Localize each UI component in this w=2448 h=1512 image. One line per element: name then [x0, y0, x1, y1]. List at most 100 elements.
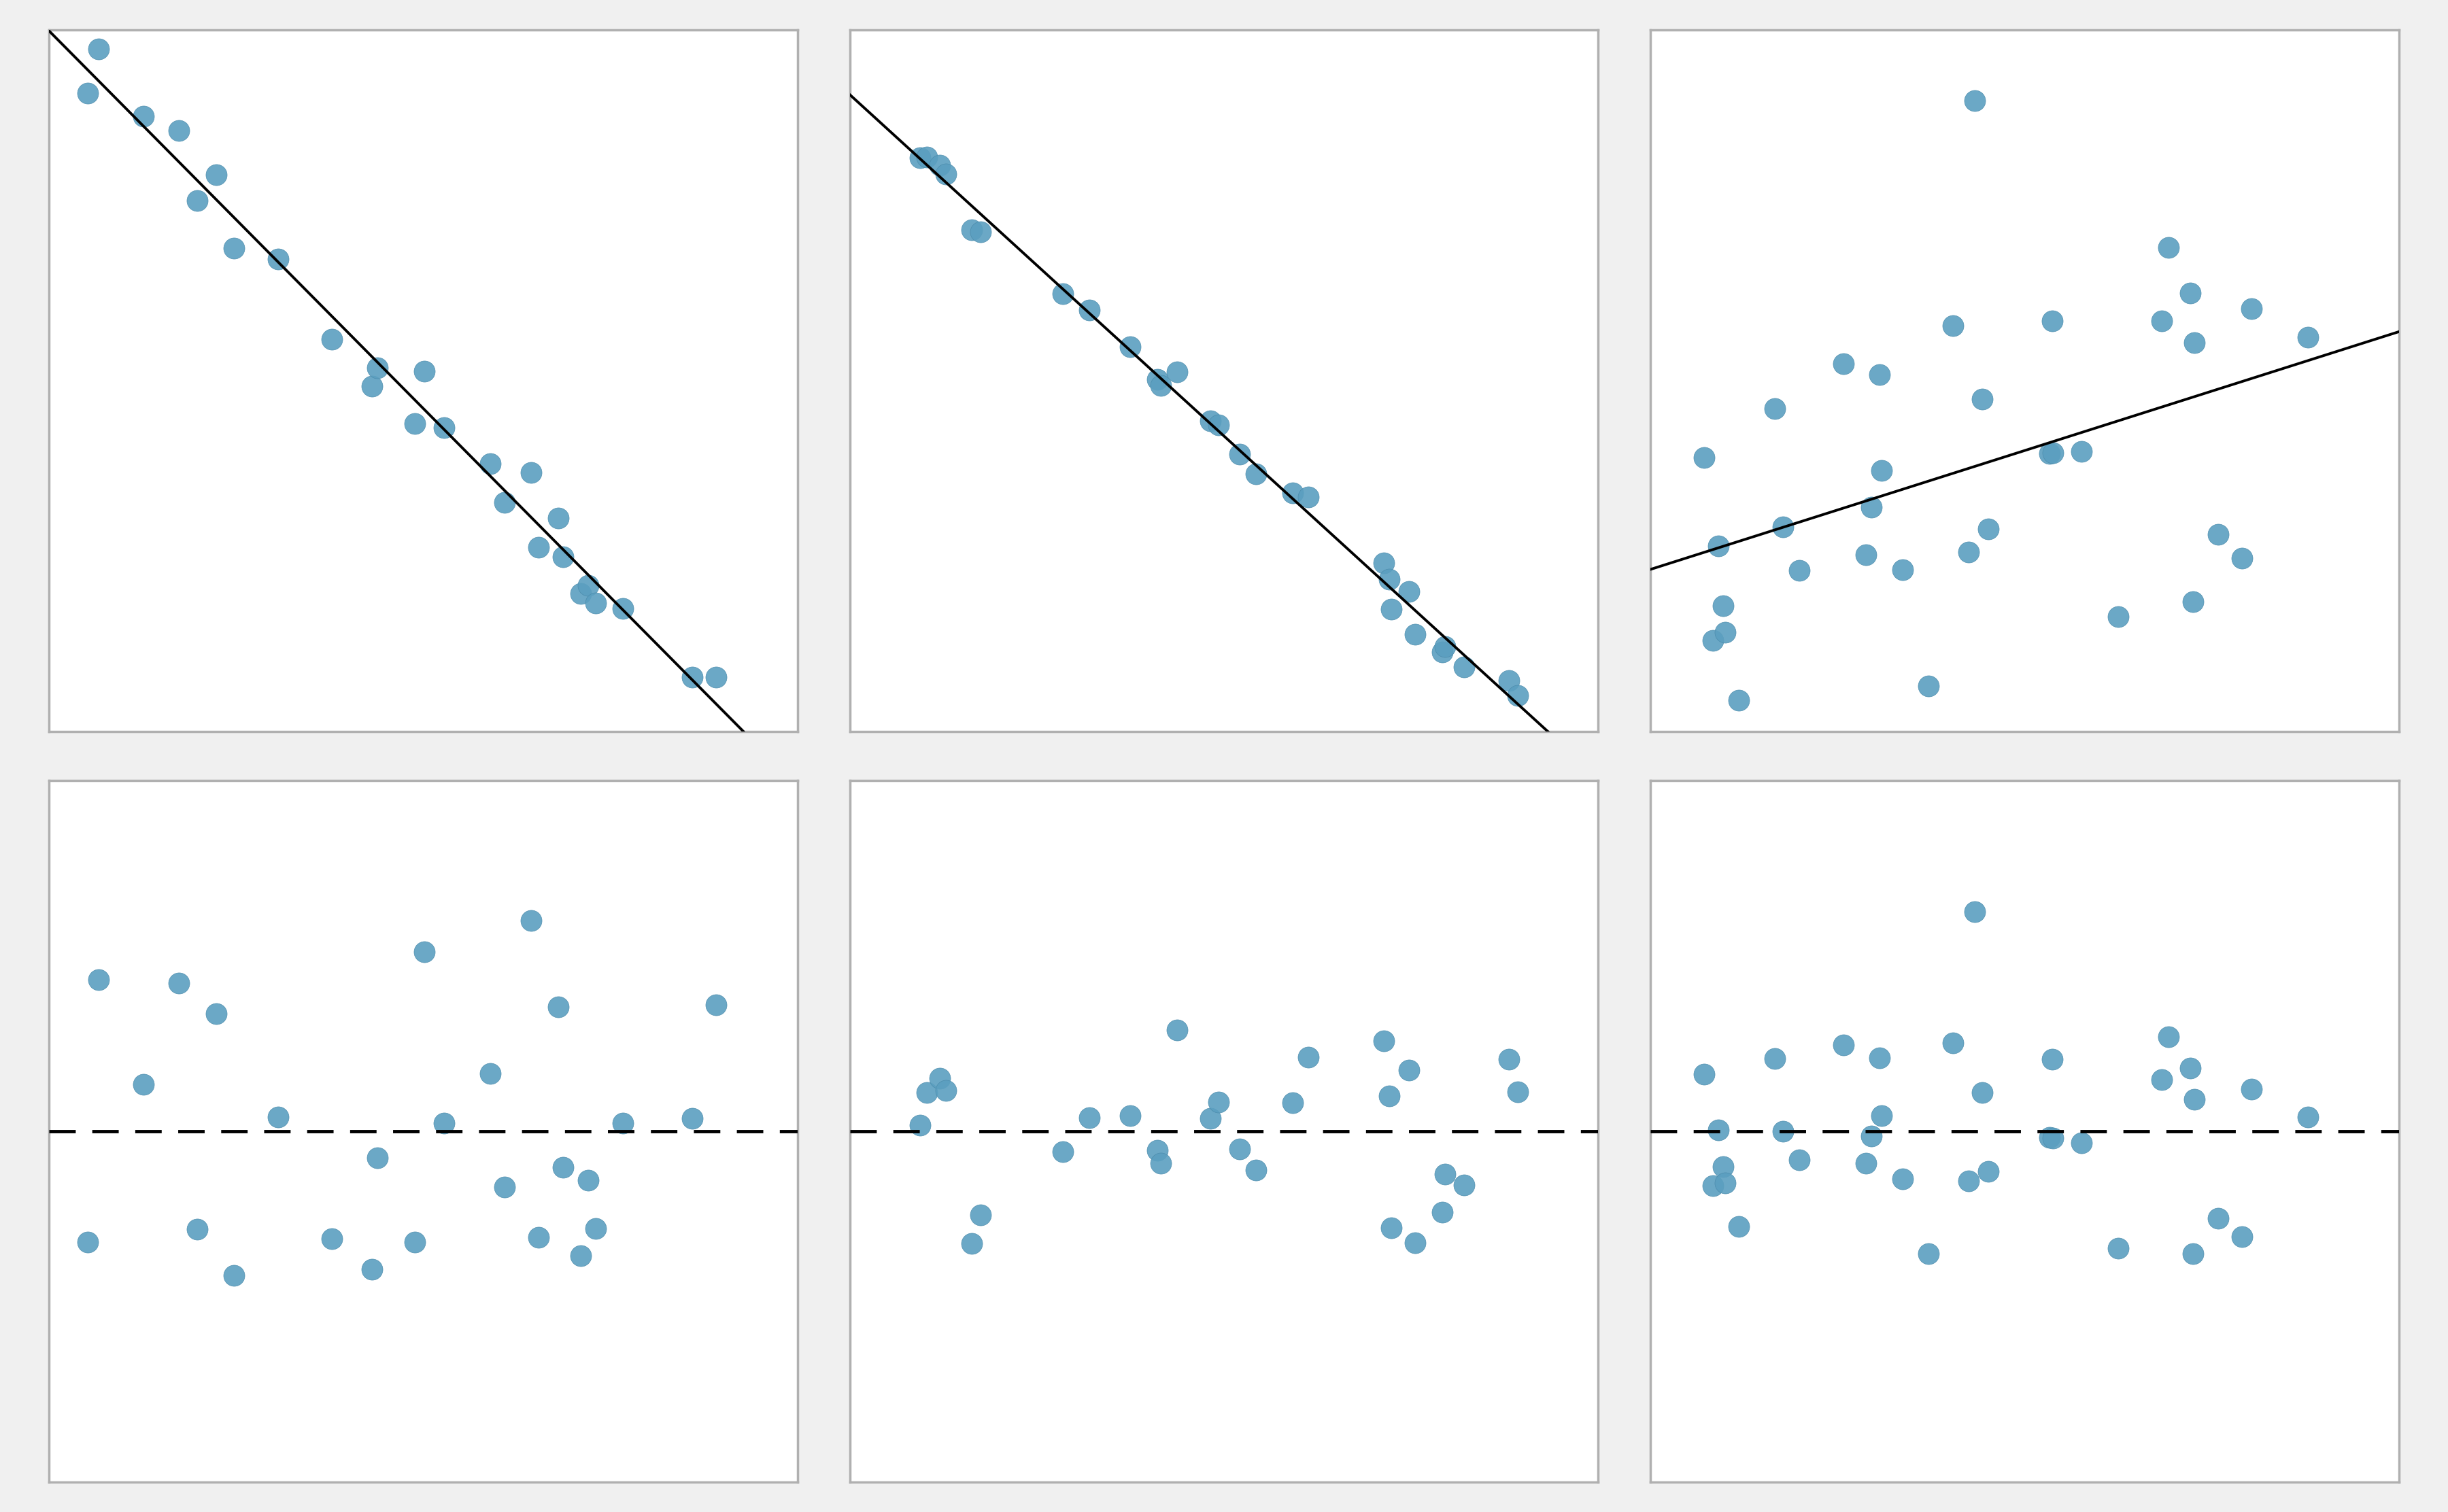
Point: [1684, 1061, 1723, 1086]
Point: [1200, 413, 1239, 437]
Point: [1422, 640, 1461, 664]
Point: [602, 596, 641, 620]
Point: [1853, 496, 1892, 520]
Point: [2098, 1237, 2137, 1261]
Point: [1425, 1161, 1464, 1185]
Point: [568, 1169, 607, 1193]
Point: [2032, 308, 2071, 333]
Point: [159, 971, 198, 995]
Point: [397, 1229, 436, 1253]
Point: [698, 993, 737, 1018]
Point: [1909, 674, 1949, 699]
Point: [1043, 1140, 1082, 1164]
Point: [2233, 1077, 2272, 1101]
Point: [512, 909, 551, 933]
Point: [1780, 1148, 1819, 1172]
Point: [1934, 1031, 1973, 1055]
Point: [1846, 1152, 1885, 1176]
Point: [1288, 485, 1327, 510]
Point: [78, 968, 118, 992]
Point: [1273, 1090, 1312, 1114]
Point: [470, 452, 509, 476]
Point: [908, 145, 947, 169]
Point: [1853, 1123, 1892, 1148]
Point: [397, 411, 436, 435]
Point: [353, 1256, 392, 1281]
Point: [69, 1231, 108, 1255]
Point: [602, 1111, 641, 1136]
Point: [1780, 558, 1819, 582]
Point: [1158, 360, 1197, 384]
Point: [1219, 1137, 1258, 1161]
Point: [1863, 1104, 1902, 1128]
Point: [1488, 668, 1528, 692]
Point: [159, 118, 198, 142]
Point: [1755, 1046, 1794, 1070]
Point: [353, 375, 392, 399]
Point: [2032, 1046, 2071, 1070]
Point: [539, 995, 578, 1019]
Point: [1422, 1199, 1461, 1223]
Point: [1371, 597, 1410, 621]
Point: [2029, 1125, 2069, 1149]
Point: [176, 1217, 215, 1241]
Point: [1111, 1104, 1151, 1128]
Point: [1236, 461, 1275, 485]
Point: [920, 1066, 960, 1090]
Point: [2174, 1241, 2213, 1266]
Point: [357, 355, 397, 380]
Point: [1364, 550, 1403, 575]
Point: [1860, 363, 1900, 387]
Point: [1846, 543, 1885, 567]
Point: [1956, 88, 1995, 112]
Point: [1288, 1045, 1327, 1069]
Point: [1956, 900, 1995, 924]
Point: [2034, 1126, 2073, 1151]
Point: [313, 1226, 353, 1250]
Point: [1273, 481, 1312, 505]
Point: [1070, 1105, 1109, 1129]
Point: [673, 1107, 712, 1131]
Point: [575, 1217, 614, 1241]
Point: [952, 1231, 991, 1255]
Point: [1863, 458, 1902, 482]
Point: [69, 82, 108, 106]
Point: [1934, 313, 1973, 337]
Point: [2034, 440, 2073, 464]
Point: [1488, 1048, 1528, 1072]
Point: [1390, 579, 1430, 603]
Point: [1111, 336, 1151, 360]
Point: [2061, 440, 2100, 464]
Point: [1706, 1170, 1745, 1194]
Point: [2176, 1087, 2215, 1111]
Point: [1909, 1241, 1949, 1266]
Point: [1824, 1033, 1863, 1057]
Point: [575, 591, 614, 615]
Point: [1236, 1158, 1275, 1182]
Point: [424, 1111, 463, 1136]
Point: [176, 189, 215, 213]
Point: [1699, 1117, 1738, 1142]
Point: [2223, 1225, 2262, 1249]
Point: [404, 358, 443, 383]
Point: [962, 1202, 1001, 1226]
Point: [1390, 1058, 1430, 1083]
Point: [1949, 1169, 1988, 1193]
Point: [698, 665, 737, 689]
Point: [1200, 1090, 1239, 1114]
Point: [543, 544, 583, 569]
Point: [1371, 1216, 1410, 1240]
Point: [539, 507, 578, 531]
Point: [1694, 1173, 1733, 1198]
Point: [925, 1078, 965, 1102]
Point: [512, 461, 551, 485]
Point: [2171, 281, 2211, 305]
Point: [1968, 517, 2007, 541]
Point: [1364, 1028, 1403, 1052]
Point: [543, 1155, 583, 1179]
Point: [1963, 1080, 2002, 1104]
Point: [1190, 410, 1229, 434]
Point: [908, 1081, 947, 1105]
Point: [519, 535, 558, 559]
Point: [1694, 629, 1733, 653]
